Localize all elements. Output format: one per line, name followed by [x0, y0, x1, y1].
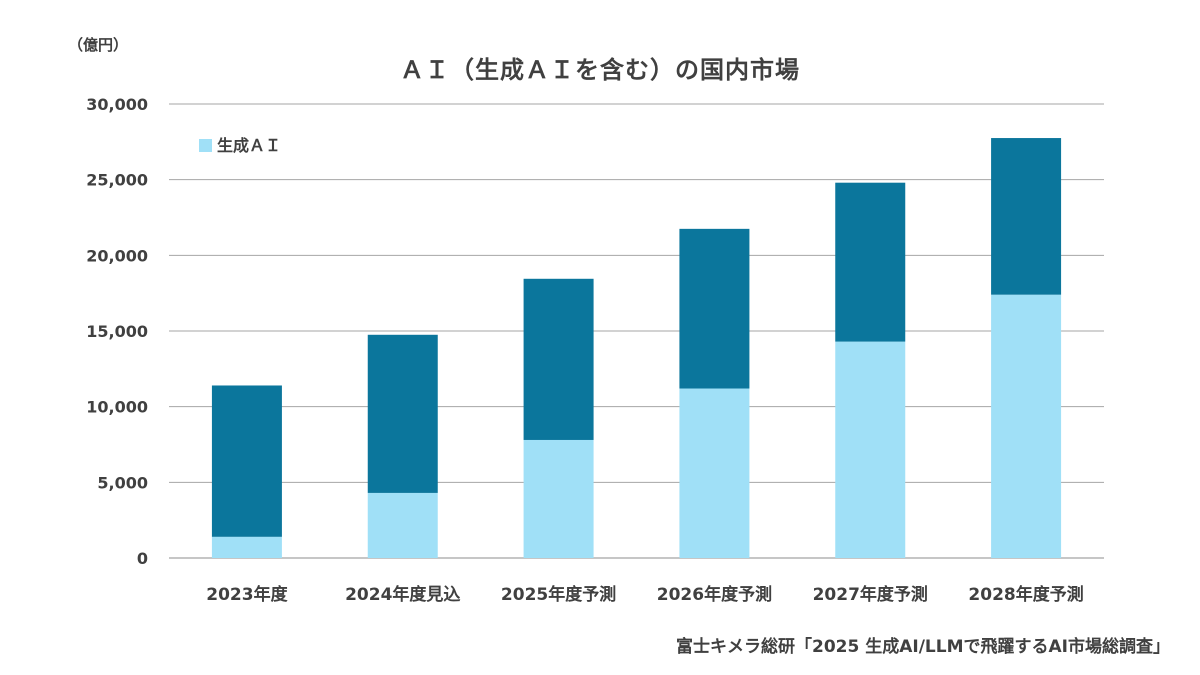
y-tick-label: 5,000 — [97, 473, 148, 492]
legend-label: 生成ＡＩ — [217, 136, 281, 155]
y-tick-label: 10,000 — [86, 398, 148, 417]
chart-title: ＡＩ（生成ＡＩを含む）の国内市場 — [400, 56, 800, 84]
source-note: 富士キメラ総研「2025 生成AI/LLMで飛躍するAI市場総調査」 — [676, 637, 1170, 657]
y-tick-label: 20,000 — [86, 246, 148, 265]
bar-other-ai — [835, 182, 906, 342]
y-tick-label: 15,000 — [86, 322, 148, 341]
bar-generative-ai — [835, 341, 906, 558]
bar-other-ai — [211, 385, 282, 537]
x-category-label: 2028年度予測 — [968, 584, 1083, 605]
bar-generative-ai — [367, 492, 438, 558]
bar-other-ai — [679, 228, 750, 389]
bar-generative-ai — [679, 388, 750, 558]
bar-other-ai — [991, 138, 1062, 295]
bar-generative-ai — [211, 536, 282, 558]
bar-other-ai — [523, 278, 594, 440]
bar-generative-ai — [523, 439, 594, 558]
y-tick-label: 25,000 — [86, 171, 148, 190]
y-tick-label: 30,000 — [86, 95, 148, 114]
x-category-label: 2025年度予測 — [501, 584, 616, 605]
legend-swatch — [199, 139, 212, 152]
x-category-label: 2024年度見込 — [345, 584, 460, 605]
x-category-label: 2026年度予測 — [657, 584, 772, 605]
bar-generative-ai — [991, 294, 1062, 558]
y-axis-unit-label: （億円） — [68, 36, 129, 54]
x-category-label: 2027年度予測 — [813, 584, 928, 605]
y-tick-label: 0 — [137, 549, 148, 568]
bar-other-ai — [367, 334, 438, 493]
x-category-label: 2023年度 — [206, 584, 288, 605]
